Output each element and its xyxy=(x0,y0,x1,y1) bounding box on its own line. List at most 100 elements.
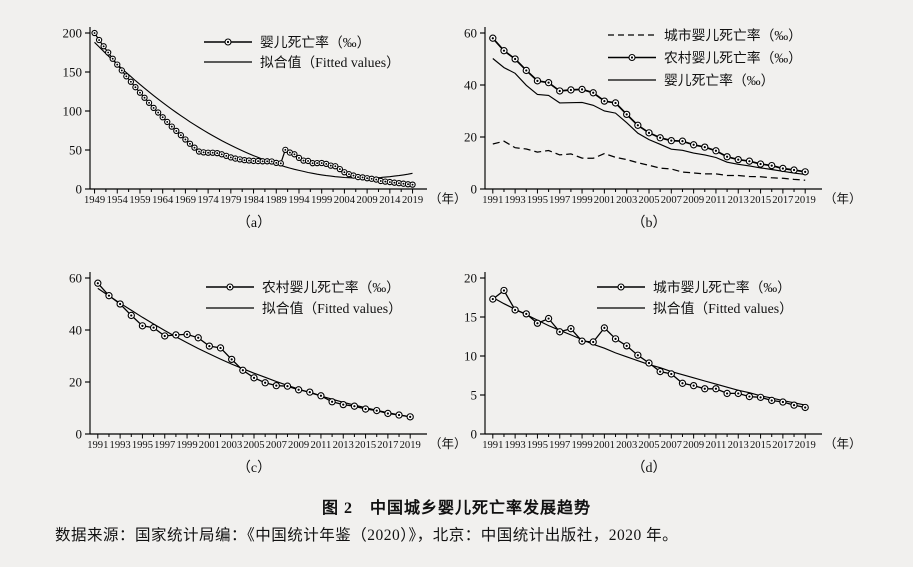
x-tick-label: 2001 xyxy=(594,440,615,451)
y-tick-label: 60 xyxy=(464,26,477,41)
x-tick-label: 1949 xyxy=(84,195,105,206)
x-tick-label: 2013 xyxy=(728,440,749,451)
x-tick-label: 1989 xyxy=(266,195,287,206)
panel-caption: （b） xyxy=(632,215,667,231)
x-axis-unit-label: （年） xyxy=(429,437,467,451)
y-tick-label: 60 xyxy=(69,271,82,286)
legend-label: 拟合值（Fitted values） xyxy=(653,301,793,316)
series-marker xyxy=(91,29,416,188)
x-tick-label: 2015 xyxy=(355,440,376,451)
x-axis-ticks: 1991 1993 1995 1997 1999 2001 2003 2005 2007 2009… xyxy=(482,189,862,206)
x-axis-ticks: 1949 1954 1959 1964 1969 1974 1979 1984 1989 1994… xyxy=(84,189,467,206)
y-tick-label: 5 xyxy=(471,388,478,403)
x-tick-label: 1991 xyxy=(482,195,503,206)
x-tick-label: 2005 xyxy=(638,195,659,206)
x-tick-label: 2011 xyxy=(706,195,727,206)
x-tick-label: 1997 xyxy=(549,195,570,206)
x-tick-label: 2015 xyxy=(750,195,771,206)
y-tick-label: 15 xyxy=(464,310,477,325)
legend: 农村婴儿死亡率（‰） 拟合值（Fitted values） xyxy=(206,279,402,316)
x-tick-label: 1994 xyxy=(288,195,310,206)
x-tick-label: 1969 xyxy=(175,195,196,206)
x-tick-label: 1999 xyxy=(311,195,332,206)
x-tick-label: 2001 xyxy=(594,195,615,206)
figure-source: 数据来源：国家统计局编：《中国统计年鉴（2020）》，北京：中国统计出版社，20… xyxy=(55,527,679,544)
y-tick-label: 20 xyxy=(464,271,477,286)
y-axis-ticks: 0 50 100 150 200 xyxy=(63,26,90,197)
x-tick-label: 1991 xyxy=(87,440,108,451)
axes xyxy=(89,27,427,190)
x-tick-label: 1999 xyxy=(176,440,197,451)
x-axis-unit-label: （年） xyxy=(824,192,862,206)
y-tick-label: 40 xyxy=(69,323,82,338)
x-axis-ticks: 1991 1993 1995 1997 1999 2001 2003 2005 2007 2009… xyxy=(482,434,862,451)
x-tick-label: 1993 xyxy=(110,440,131,451)
x-tick-label: 2017 xyxy=(377,440,398,451)
y-tick-label: 0 xyxy=(76,427,83,442)
legend-label: 婴儿死亡率（‰） xyxy=(260,34,370,50)
x-tick-label: 2007 xyxy=(661,195,682,206)
legend: 婴儿死亡率（‰） 拟合值（Fitted values） xyxy=(204,34,400,70)
y-tick-label: 10 xyxy=(464,349,477,364)
x-tick-label: 2005 xyxy=(638,440,659,451)
legend-label: 城市婴儿死亡率（‰） xyxy=(653,279,791,295)
x-tick-label: 2015 xyxy=(750,440,771,451)
x-tick-label: 2011 xyxy=(706,440,727,451)
series-marker xyxy=(489,286,809,412)
chart-panel-a: 0 50 100 150 200 1949 1954 1959 1964 1969 1974 1979… xyxy=(46,13,516,253)
x-tick-label: 2017 xyxy=(772,440,793,451)
series-marker xyxy=(94,279,414,421)
axes xyxy=(89,272,427,435)
x-tick-label: 1995 xyxy=(132,440,153,451)
legend-label: 拟合值（Fitted values） xyxy=(262,301,402,316)
axes xyxy=(484,27,822,190)
y-tick-label: 0 xyxy=(471,427,478,442)
x-tick-label: 1974 xyxy=(198,195,220,206)
x-tick-label: 1984 xyxy=(243,195,265,206)
x-axis-unit-label: （年） xyxy=(824,437,862,451)
axes xyxy=(484,272,822,435)
y-axis-ticks: 0 5 10 15 20 xyxy=(464,271,485,442)
x-tick-label: 1954 xyxy=(107,195,129,206)
legend: 城市婴儿死亡率（‰） 农村婴儿死亡率（‰） 婴儿死亡率（‰） xyxy=(608,27,802,88)
x-tick-label: 2004 xyxy=(334,195,356,206)
x-tick-label: 1959 xyxy=(129,195,150,206)
x-tick-label: 2007 xyxy=(661,440,682,451)
x-tick-label: 2019 xyxy=(402,195,423,206)
y-tick-label: 50 xyxy=(69,143,82,158)
legend-label: 农村婴儿死亡率（‰） xyxy=(262,279,400,295)
x-tick-label: 2005 xyxy=(243,440,264,451)
chart-panel-d: 0 5 10 15 20 1991 1993 1995 1997 1999 2001 2003 2005… xyxy=(441,258,911,498)
x-tick-label: 1997 xyxy=(154,440,175,451)
y-axis-ticks: 0 20 40 60 xyxy=(69,271,90,442)
x-tick-label: 1993 xyxy=(505,440,526,451)
x-tick-label: 1979 xyxy=(220,195,241,206)
x-tick-label: 2003 xyxy=(616,195,637,206)
x-tick-label: 1997 xyxy=(549,440,570,451)
x-tick-label: 2019 xyxy=(795,440,816,451)
x-tick-label: 2009 xyxy=(683,440,704,451)
series-marker xyxy=(489,34,809,176)
y-tick-label: 100 xyxy=(63,104,83,119)
series-plain xyxy=(492,58,806,175)
series-dashed xyxy=(492,140,806,181)
x-tick-label: 1993 xyxy=(505,195,526,206)
figure-caption: 图 2 中国城乡婴儿死亡率发展趋势 xyxy=(321,500,591,517)
chart-d: 0 5 10 15 20 1991 1993 1995 1997 1999 2001 2003 2005… xyxy=(464,271,862,477)
x-tick-label: 2013 xyxy=(333,440,354,451)
x-tick-label: 1995 xyxy=(527,440,548,451)
y-axis-ticks: 0 20 40 60 xyxy=(464,26,485,197)
x-tick-label: 2001 xyxy=(199,440,220,451)
panel-caption: （c） xyxy=(237,460,271,476)
x-tick-label: 2017 xyxy=(772,195,793,206)
legend-label: 城市婴儿死亡率（‰） xyxy=(664,27,802,43)
y-tick-label: 200 xyxy=(63,26,83,41)
x-tick-label: 2007 xyxy=(266,440,287,451)
legend-label: 婴儿死亡率（‰） xyxy=(664,72,774,88)
chart-a: 0 50 100 150 200 1949 1954 1959 1964 1969 1974 1979… xyxy=(63,26,467,232)
legend-label: 农村婴儿死亡率（‰） xyxy=(664,49,802,65)
y-tick-label: 20 xyxy=(464,130,477,145)
x-tick-label: 2003 xyxy=(221,440,242,451)
